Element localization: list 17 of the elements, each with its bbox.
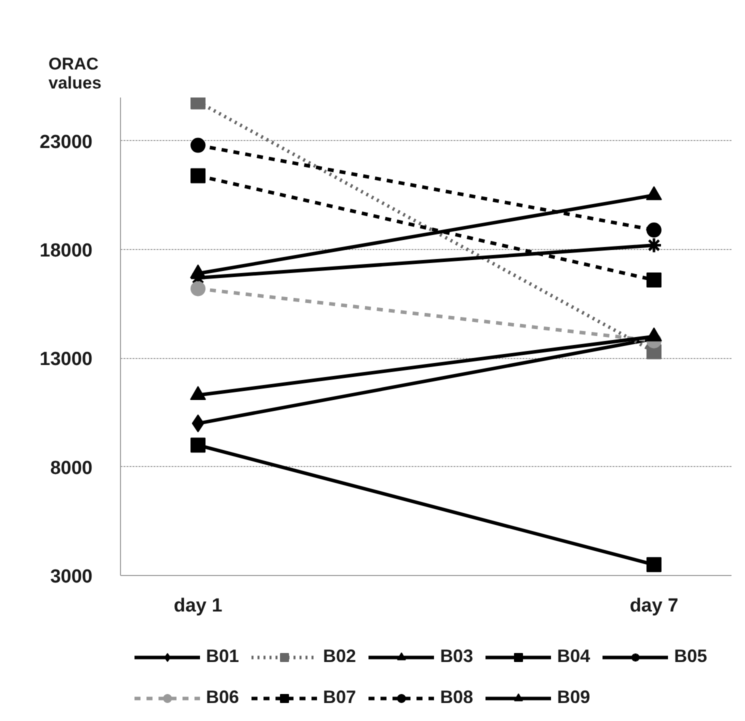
x-tick-label: day 7 — [630, 596, 678, 616]
y-tick-label: 13000 — [40, 349, 93, 370]
y-tick-label: 18000 — [40, 240, 93, 262]
legend-label: B03 — [440, 646, 474, 667]
legend-label: B08 — [440, 687, 474, 708]
y-axis-title: ORAC values — [48, 54, 102, 92]
y-tick-label: 23000 — [40, 132, 93, 153]
legend-label: B09 — [557, 687, 590, 708]
legend-label: B06 — [206, 687, 240, 708]
legend-label: B05 — [674, 646, 708, 667]
y-tick-label: 8000 — [50, 458, 93, 479]
x-tick-label: day 1 — [174, 596, 223, 616]
legend-label: B07 — [323, 687, 356, 708]
legend-label: B04 — [557, 646, 590, 667]
legend-label: B02 — [323, 646, 356, 667]
y-tick-label: 3000 — [50, 566, 93, 588]
legend-label: B01 — [206, 646, 240, 667]
